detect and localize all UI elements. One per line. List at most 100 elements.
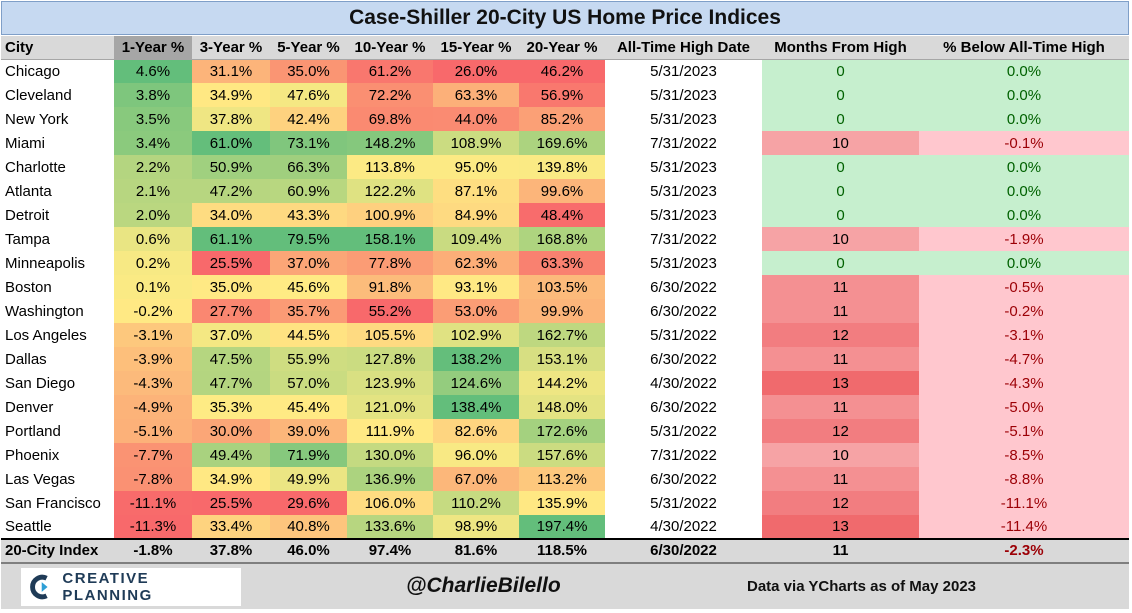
cell-y20: 85.2% (519, 107, 605, 131)
cell-below: 0.0% (919, 251, 1129, 275)
cell-y20: 99.9% (519, 299, 605, 323)
cell-y3: 47.5% (192, 347, 270, 371)
cell-y3: 25.5% (192, 491, 270, 515)
cell-city: Portland (1, 419, 114, 443)
table-row: Portland -5.1% 30.0% 39.0% 111.9% 82.6% 172.6%… (1, 419, 1129, 443)
cell-y5: 66.3% (270, 155, 347, 179)
table-row: Minneapolis 0.2% 25.5% 37.0% 77.8% 62.3% 63.3%… (1, 251, 1129, 275)
table-row: Phoenix -7.7% 49.4% 71.9% 130.0% 96.0% 157.6% 7… (1, 443, 1129, 467)
cell-y20: 56.9% (519, 83, 605, 107)
logo-text: CREATIVE PLANNING (62, 570, 153, 604)
cell-y3: 47.2% (192, 179, 270, 203)
cell-y3: 37.8% (192, 107, 270, 131)
cell-y1: 4.6% (114, 59, 192, 83)
cell-y15: 26.0% (433, 59, 519, 83)
cell-below: -11.1% (919, 491, 1129, 515)
cell-y10: 105.5% (347, 323, 433, 347)
cell-months: 0 (762, 59, 919, 83)
cell-y5: 42.4% (270, 107, 347, 131)
cell-y10: 158.1% (347, 227, 433, 251)
cell-y5: 35.0% (270, 59, 347, 83)
cell-y1: 3.5% (114, 107, 192, 131)
logo-mark-icon (30, 574, 48, 600)
cell-below: -3.1% (919, 323, 1129, 347)
cell-months: 11 (762, 538, 919, 563)
cell-y15: 93.1% (433, 275, 519, 299)
cell-y10: 111.9% (347, 419, 433, 443)
cell-y10: 91.8% (347, 275, 433, 299)
cell-y20: 162.7% (519, 323, 605, 347)
cell-y20: 197.4% (519, 515, 605, 539)
cell-y1: -0.2% (114, 299, 192, 323)
cell-y5: 44.5% (270, 323, 347, 347)
cell-y10: 130.0% (347, 443, 433, 467)
cell-months: 11 (762, 395, 919, 419)
cell-y10: 72.2% (347, 83, 433, 107)
cell-y10: 148.2% (347, 131, 433, 155)
cell-ath-date: 6/30/2022 (605, 299, 762, 323)
cell-y5: 43.3% (270, 203, 347, 227)
header-20-year[interactable]: 20-Year % (519, 36, 605, 60)
table-row: Boston 0.1% 35.0% 45.6% 91.8% 93.1% 103.5% 6/30… (1, 275, 1129, 299)
cell-y1: -3.1% (114, 323, 192, 347)
cell-ath-date: 5/31/2022 (605, 323, 762, 347)
cell-y10: 121.0% (347, 395, 433, 419)
header-10-year[interactable]: 10-Year % (347, 36, 433, 60)
cell-y20: 135.9% (519, 491, 605, 515)
cell-y5: 35.7% (270, 299, 347, 323)
cell-y20: 48.4% (519, 203, 605, 227)
table-row: Tampa 0.6% 61.1% 79.5% 158.1% 109.4% 168.8% 7/3… (1, 227, 1129, 251)
header-months-from-high[interactable]: Months From High (762, 36, 919, 60)
cell-ath-date: 5/31/2023 (605, 179, 762, 203)
cell-y3: 37.8% (192, 538, 270, 563)
cell-below: -5.1% (919, 419, 1129, 443)
cell-below: -8.8% (919, 467, 1129, 491)
cell-ath-date: 6/30/2022 (605, 395, 762, 419)
cell-ath-date: 5/31/2023 (605, 155, 762, 179)
cell-y15: 110.2% (433, 491, 519, 515)
cell-y1: 0.1% (114, 275, 192, 299)
cell-y20: 168.8% (519, 227, 605, 251)
cell-y15: 87.1% (433, 179, 519, 203)
cell-city: San Diego (1, 371, 114, 395)
cell-y5: 73.1% (270, 131, 347, 155)
table-row: Washington -0.2% 27.7% 35.7% 55.2% 53.0% 99.9%… (1, 299, 1129, 323)
header-3-year[interactable]: 3-Year % (192, 36, 270, 60)
cell-y10: 100.9% (347, 203, 433, 227)
cell-city: Los Angeles (1, 323, 114, 347)
cell-y20: 157.6% (519, 443, 605, 467)
cell-y3: 37.0% (192, 323, 270, 347)
cell-below: 0.0% (919, 107, 1129, 131)
cell-below: -0.5% (919, 275, 1129, 299)
table-row: Miami 3.4% 61.0% 73.1% 148.2% 108.9% 169.6% 7/3… (1, 131, 1129, 155)
cell-city: Seattle (1, 515, 114, 539)
cell-y5: 71.9% (270, 443, 347, 467)
header-ath-date[interactable]: All-Time High Date (605, 36, 762, 60)
cell-y3: 34.9% (192, 83, 270, 107)
table-row: Atlanta 2.1% 47.2% 60.9% 122.2% 87.1% 99.6% 5/3… (1, 179, 1129, 203)
cell-ath-date: 4/30/2022 (605, 515, 762, 539)
cell-y1: -4.9% (114, 395, 192, 419)
cell-y3: 30.0% (192, 419, 270, 443)
cell-ath-date: 6/30/2022 (605, 275, 762, 299)
cell-y10: 136.9% (347, 467, 433, 491)
cell-months: 11 (762, 275, 919, 299)
header-15-year[interactable]: 15-Year % (433, 36, 519, 60)
cell-y1: 2.1% (114, 179, 192, 203)
cell-y5: 39.0% (270, 419, 347, 443)
cell-y15: 82.6% (433, 419, 519, 443)
cell-months: 0 (762, 179, 919, 203)
footer: CREATIVE PLANNING @CharlieBilello Data v… (1, 563, 1129, 609)
header-pct-below-high[interactable]: % Below All-Time High (919, 36, 1129, 60)
header-1-year[interactable]: 1-Year % (114, 36, 192, 60)
header-5-year[interactable]: 5-Year % (270, 36, 347, 60)
cell-y1: -7.7% (114, 443, 192, 467)
cell-y1: 0.2% (114, 251, 192, 275)
cell-months: 0 (762, 155, 919, 179)
cell-y1: 3.8% (114, 83, 192, 107)
header-city[interactable]: City (1, 36, 114, 60)
cell-y20: 172.6% (519, 419, 605, 443)
cell-y3: 34.0% (192, 203, 270, 227)
cell-city: San Francisco (1, 491, 114, 515)
cell-y20: 63.3% (519, 251, 605, 275)
